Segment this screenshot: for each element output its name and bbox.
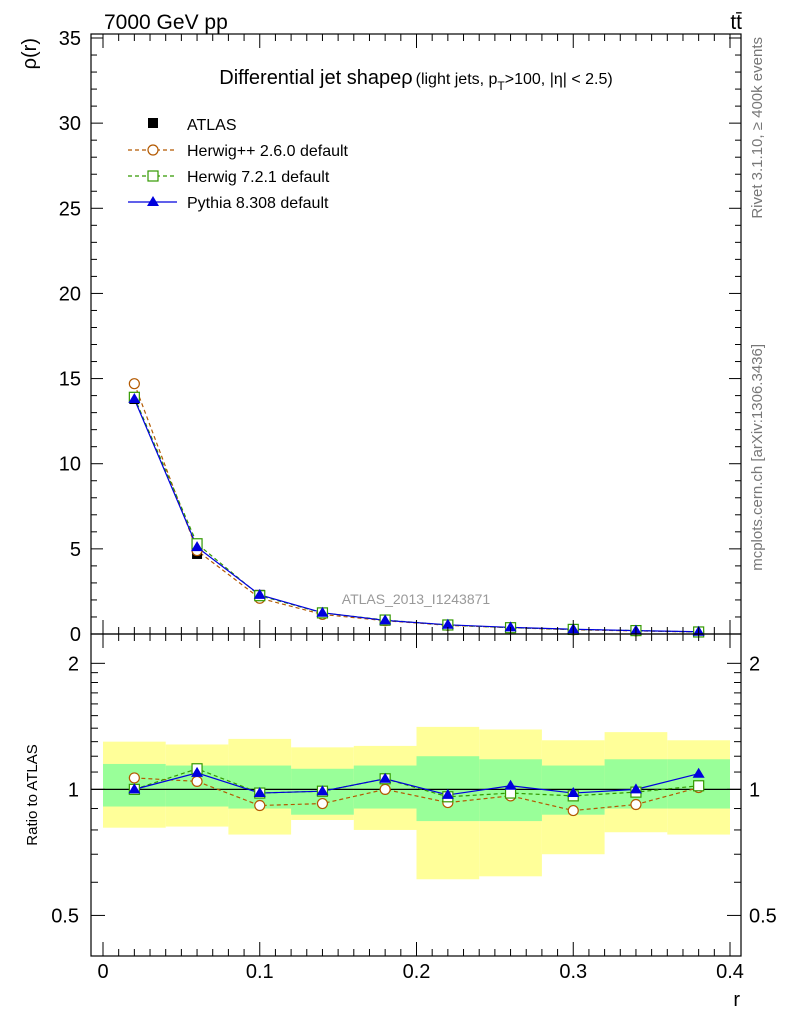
- ratio-point-herwig-2-6-0-default: [191, 775, 203, 787]
- x-tick-label: 0.4: [716, 961, 744, 983]
- watermark: ATLAS_2013_I1243871: [342, 591, 491, 607]
- ratio-y-tick-label: 0.5: [51, 905, 79, 927]
- ratio-point-pythia-8-308-default: [567, 787, 580, 798]
- main-panel: 0 5 10 15 20 25 30 35 ρ(r) Differential jet sha…: [19, 28, 742, 646]
- x-tick-label: 0.1: [246, 961, 274, 983]
- uncertainty-band-inner: [416, 756, 480, 822]
- data-point-pythia-8-308-default: [504, 621, 517, 632]
- data-point-herwig-2-6-0-default: [128, 378, 140, 390]
- legend-herwigpp-marker: [147, 144, 159, 156]
- ratio-point-pythia-8-308-default: [692, 767, 705, 778]
- x-tick-label: 0.2: [403, 961, 431, 983]
- ratio-line-herwig-7-2-1-default: [134, 768, 699, 798]
- header-left: 7000 GeV pp: [104, 11, 228, 34]
- ratio-line-pythia-8-308-default: [134, 772, 699, 796]
- ratio-y-tick-label: 1: [68, 779, 79, 801]
- ratio-point-pythia-8-308-default: [253, 787, 266, 798]
- ratio-point-pythia-8-308-default: [441, 788, 454, 799]
- ratio-y-tick-label: 2: [68, 653, 79, 675]
- ratio-point-herwig-2-6-0-default: [128, 772, 140, 784]
- ratio-line-herwig-2-6-0-default: [134, 777, 699, 812]
- ratio-point-herwig-2-6-0-default: [254, 799, 266, 812]
- ratio-point-herwig-2-6-0-default: [630, 798, 642, 811]
- x-axis: 0 0.1 0.2 0.3 0.4: [97, 634, 744, 983]
- x-axis-label: r: [733, 989, 740, 1011]
- legend-herwig7-label: Herwig 7.2.1 default: [187, 169, 330, 186]
- main-y-tick-label: 15: [59, 369, 81, 391]
- data-point-pythia-8-308-default: [316, 606, 329, 617]
- ratio-y-axis-label: Ratio to ATLAS: [24, 744, 41, 845]
- ratio-point-pythia-8-308-default: [504, 779, 517, 790]
- legend-herwigpp-label: Herwig++ 2.6.0 default: [187, 143, 349, 160]
- ratio-point-pythia-8-308-default: [379, 772, 392, 783]
- ratio-y-tick-label-right: 2: [749, 653, 760, 675]
- main-y-tick-label: 35: [59, 28, 81, 50]
- chart-title-note-a: (light jets, p: [416, 71, 498, 88]
- ratio-y-tick-label-right: 0.5: [749, 905, 777, 927]
- mcplots-label: mcplots.cern.ch [arXiv:1306.3436]: [749, 344, 766, 571]
- main-y-tick-label: 30: [59, 113, 81, 135]
- data-point-pythia-8-308-default: [379, 614, 392, 625]
- main-y-axis: 0 5 10 15 20 25 30 35: [59, 28, 741, 646]
- main-y-tick-label: 10: [59, 454, 81, 476]
- ratio-panel: 0.5 0.51 12 2 0 0.1 0.2 0.3 0.4 Ratio to ATLAS …: [24, 633, 777, 1011]
- main-y-tick-label: 5: [70, 539, 81, 561]
- rivet-label: Rivet 3.1.10, ≥ 400k events: [749, 37, 766, 219]
- ratio-point-pythia-8-308-default: [629, 783, 642, 794]
- ratio-point-herwig-2-6-0-default: [567, 804, 579, 817]
- header-right: tt̄: [730, 11, 742, 34]
- legend-pythia-marker: [147, 196, 159, 206]
- legend-atlas-label: ATLAS: [187, 117, 237, 134]
- chart-title: Differential jet shapeρ (light jets, pT>1…: [219, 67, 612, 93]
- ratio-y-axis: 0.5 0.5 1 1 2 2: [51, 653, 777, 927]
- ratio-panel-content: [91, 726, 741, 880]
- data-point-pythia-8-308-default: [441, 618, 454, 629]
- ratio-point-herwig-2-6-0-default: [316, 797, 329, 810]
- legend: ATLAS Herwig++ 2.6.0 default Herwig 7.2.…: [128, 117, 349, 212]
- legend-herwig7-marker: [147, 170, 159, 182]
- ratio-point-pythia-8-308-default: [191, 766, 204, 777]
- ratio-y-tick-label-right: 1: [749, 779, 760, 801]
- x-tick-label: 0: [97, 961, 108, 983]
- chart-title-note-b: >100, |η| < 2.5): [505, 71, 613, 88]
- data-point-pythia-8-308-default: [253, 588, 266, 599]
- legend-atlas-marker: [148, 118, 158, 128]
- data-point-pythia-8-308-default: [128, 393, 141, 404]
- main-y-axis-label: ρ(r): [19, 38, 41, 69]
- chart-title-main: Differential jet shapeρ: [219, 67, 412, 89]
- data-point-pythia-8-308-default: [191, 541, 204, 552]
- chart-title-note-sub: T: [497, 79, 505, 93]
- legend-pythia-label: Pythia 8.308 default: [187, 195, 329, 212]
- main-y-tick-label: 0: [70, 624, 81, 646]
- ratio-point-pythia-8-308-default: [128, 783, 141, 794]
- x-tick-label: 0.3: [559, 961, 587, 983]
- main-y-tick-label: 25: [59, 198, 81, 220]
- ratio-point-herwig-2-6-0-default: [379, 783, 391, 795]
- main-y-tick-label: 20: [59, 283, 81, 305]
- ratio-point-herwig-7-2-1-default: [693, 780, 705, 792]
- ratio-point-pythia-8-308-default: [316, 785, 329, 796]
